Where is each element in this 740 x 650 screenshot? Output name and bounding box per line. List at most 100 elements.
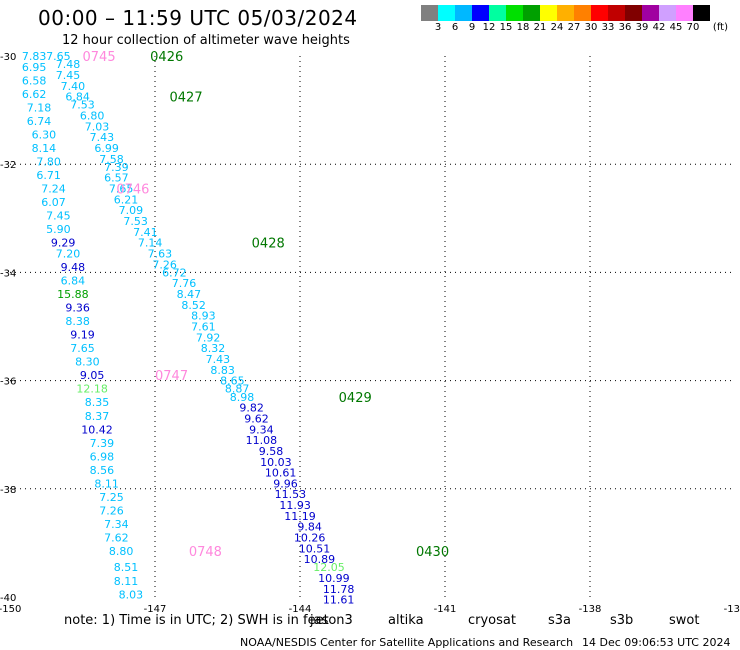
swh-value: 7.45 <box>46 210 71 223</box>
generated-timestamp: 14 Dec 09:06:53 UTC 2024 <box>582 636 731 649</box>
legend-swatch <box>693 5 710 21</box>
swh-value: 10.89 <box>304 553 336 566</box>
swh-value: 7.92 <box>196 331 221 344</box>
page-subtitle: 12 hour collection of altimeter wave hei… <box>62 33 350 48</box>
legend-swatch <box>625 5 642 21</box>
swh-value: 10.26 <box>294 531 326 544</box>
swh-value: 9.34 <box>249 423 274 436</box>
swh-value: 6.57 <box>104 172 129 185</box>
swh-value: 9.96 <box>273 477 298 490</box>
swh-value: 7.58 <box>99 153 124 166</box>
legend-label: 15 <box>499 22 513 33</box>
legend-labels: 3 6 9 12 15 18 21 24 27 30 33 36 39 42 45 70 <box>421 21 727 35</box>
legend-swatch <box>557 5 574 21</box>
legend-label: 3 <box>434 22 442 33</box>
pass-time-label: 0428 <box>252 237 285 252</box>
pass-time-label: 0430 <box>416 545 449 560</box>
legend-swatch <box>676 5 693 21</box>
swh-value: 8.11 <box>114 575 139 588</box>
legend-label: 36 <box>618 22 632 33</box>
color-legend: 3 6 9 12 15 18 21 24 27 30 33 36 39 42 45 70 (ft) <box>421 5 728 37</box>
pass-time-label: 0748 <box>189 545 222 560</box>
swh-value: 15.88 <box>57 288 89 301</box>
swh-value: 9.48 <box>61 261 86 274</box>
legend-label: 33 <box>601 22 615 33</box>
swh-value: 8.56 <box>90 464 115 477</box>
swh-value: 10.51 <box>299 542 331 555</box>
x-tick-label: -150 <box>0 604 21 615</box>
swh-value: 8.93 <box>191 310 216 323</box>
swh-value: 7.40 <box>61 80 86 93</box>
swh-value: 8.83 <box>210 364 235 377</box>
x-tick-label: -141 <box>434 604 457 615</box>
legend-label: 9 <box>468 22 476 33</box>
swh-value: 7.25 <box>99 491 124 504</box>
y-tick-label: -40 <box>0 593 16 604</box>
swh-value: 7.34 <box>104 518 129 531</box>
swh-value: 8.35 <box>85 396 110 409</box>
swh-value: 10.99 <box>318 572 350 585</box>
swh-value: 7.65 <box>70 342 95 355</box>
x-tick-label: -138 <box>579 604 602 615</box>
y-tick-label: -38 <box>0 485 16 496</box>
swh-value: 7.65 <box>109 183 134 196</box>
legend-label: 6 <box>451 22 459 33</box>
legend-swatch <box>608 5 625 21</box>
swh-value: 7.62 <box>104 531 129 544</box>
swh-value: 6.84 <box>65 91 90 104</box>
swh-value: 7.24 <box>41 183 66 196</box>
legend-swatch <box>438 5 455 21</box>
swh-value: 9.82 <box>239 402 264 415</box>
legend-swatch <box>489 5 506 21</box>
swh-value: 8.52 <box>181 299 206 312</box>
swh-value: 9.05 <box>80 369 105 382</box>
satellite-altika: altika <box>388 613 424 628</box>
swh-value: 11.19 <box>284 510 316 523</box>
swh-value: 7.39 <box>104 161 129 174</box>
legend-label: 21 <box>533 22 547 33</box>
swh-value: 7.45 <box>56 69 81 82</box>
legend-label: 70 <box>686 22 700 33</box>
swh-value: 7.20 <box>56 247 81 260</box>
satellite-swot: swot <box>669 613 700 628</box>
pass-time-label: 0429 <box>339 391 372 406</box>
swh-value: 12.05 <box>313 561 345 574</box>
swh-value: 6.74 <box>27 115 52 128</box>
swh-value: 6.58 <box>22 74 47 87</box>
swh-value: 7.53 <box>70 99 95 112</box>
legend-swatch <box>591 5 608 21</box>
swh-value: 6.30 <box>32 128 57 141</box>
y-tick-label: -32 <box>0 160 16 171</box>
swh-value: 7.26 <box>99 504 124 517</box>
legend-swatch <box>506 5 523 21</box>
legend-swatch <box>455 5 472 21</box>
swh-value: 6.99 <box>94 142 119 155</box>
swh-value: 12.18 <box>76 383 108 396</box>
pass-time-label: 0426 <box>150 50 183 65</box>
y-tick-label: -30 <box>0 52 16 63</box>
swh-value: 10.03 <box>260 456 292 469</box>
swh-value: 7.63 <box>148 247 173 260</box>
legend-swatches <box>421 5 727 21</box>
swh-value: 8.98 <box>230 391 255 404</box>
swh-value: 9.84 <box>297 521 322 534</box>
swh-value: 6.71 <box>36 169 61 182</box>
legend-label: 30 <box>584 22 598 33</box>
pass-time-label: 0745 <box>83 50 116 65</box>
legend-swatch <box>421 5 438 21</box>
legend-label: 27 <box>567 22 581 33</box>
legend-swatch <box>540 5 557 21</box>
swh-value: 8.47 <box>177 288 202 301</box>
legend-label: 12 <box>482 22 496 33</box>
legend-swatch <box>472 5 489 21</box>
legend-label: 18 <box>516 22 530 33</box>
swh-value: 11.93 <box>279 499 311 512</box>
legend-label: 45 <box>669 22 683 33</box>
swh-value: 8.30 <box>75 356 100 369</box>
swh-value: 7.18 <box>27 101 52 114</box>
footer-note: note: 1) Time is in UTC; 2) SWH is in fe… <box>64 613 329 628</box>
legend-label: 24 <box>550 22 564 33</box>
swh-value: 7.76 <box>172 277 197 290</box>
legend-swatch <box>659 5 676 21</box>
